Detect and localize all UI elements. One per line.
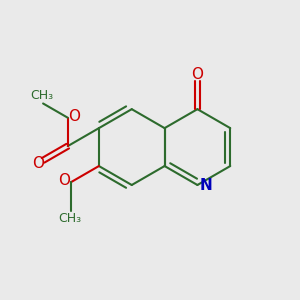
Text: O: O bbox=[58, 173, 70, 188]
Text: O: O bbox=[32, 156, 44, 171]
Text: N: N bbox=[199, 178, 212, 193]
Text: O: O bbox=[68, 109, 80, 124]
Text: CH₃: CH₃ bbox=[58, 212, 81, 225]
Text: O: O bbox=[191, 67, 203, 82]
Text: CH₃: CH₃ bbox=[30, 89, 53, 102]
